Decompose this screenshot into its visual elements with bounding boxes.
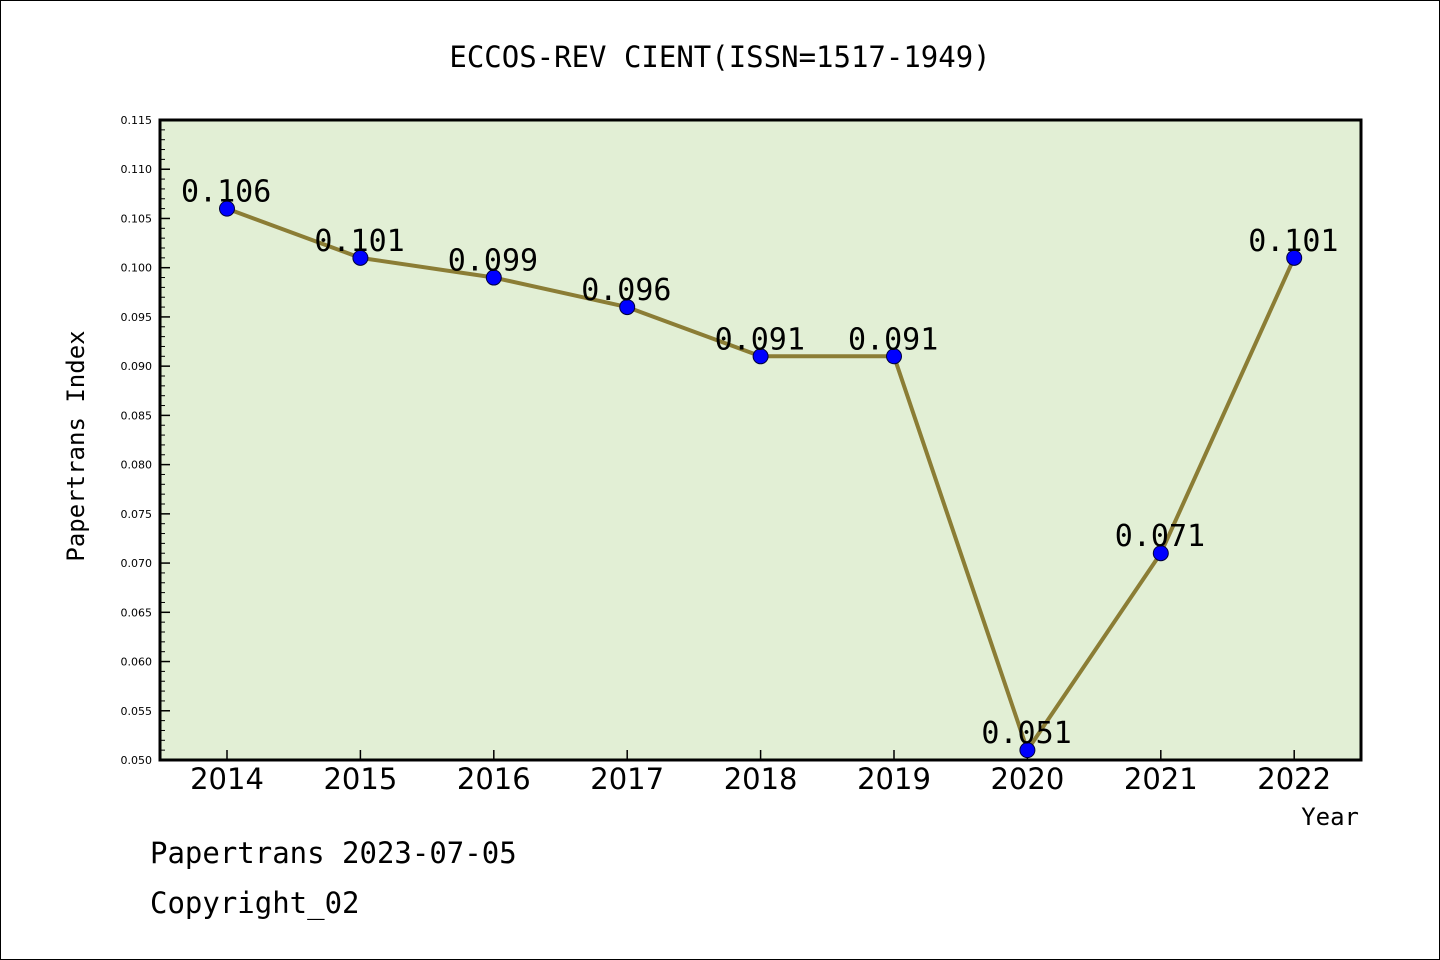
data-point (619, 299, 636, 316)
y-tick-label: 0.075 (121, 508, 153, 521)
data-point (886, 348, 902, 365)
plot-area (158, 118, 1363, 762)
footer-date: Papertrans 2023-07-05 (150, 836, 517, 870)
data-point (485, 269, 502, 286)
y-tick-label: 0.060 (121, 656, 153, 669)
y-axis-label: Papertrans Index (62, 330, 90, 561)
y-axis: 0.050 0.055 0.060 0.065 0.070 0.075 0.080 0.085… (121, 114, 170, 767)
x-tick-label: 2019 (857, 762, 931, 796)
x-tick-label: 2017 (590, 762, 664, 796)
y-tick-label: 0.065 (121, 606, 153, 619)
data-label: 0.096 (581, 273, 671, 308)
x-tick-label: 2021 (1124, 762, 1198, 796)
x-tick-label: 2015 (323, 762, 397, 796)
data-point (219, 200, 235, 217)
data-label: 0.101 (314, 224, 404, 259)
data-label: 0.051 (981, 716, 1071, 751)
x-tick-label: 2020 (990, 762, 1064, 796)
data-label: 0.091 (715, 322, 805, 357)
y-tick-label: 0.090 (121, 360, 153, 373)
data-point (352, 249, 369, 266)
data-point (1152, 545, 1169, 562)
y-tick-label: 0.050 (121, 754, 153, 767)
data-label: 0.101 (1248, 224, 1338, 259)
chart-title: ECCOS-REV CIENT(ISSN=1517-1949) (449, 40, 990, 74)
x-tick-label: 2014 (190, 762, 264, 796)
y-tick-label: 0.110 (121, 163, 153, 176)
data-labels: 0.106 0.101 0.099 0.096 0.091 0.091 0.051 0.071… (181, 175, 1339, 752)
x-axis-label: Year (1301, 803, 1359, 831)
y-tick-label: 0.095 (121, 311, 153, 324)
y-tick-label: 0.080 (121, 459, 153, 472)
data-label: 0.106 (181, 175, 271, 210)
series-markers (219, 200, 1303, 759)
data-point (1019, 742, 1036, 759)
y-tick-label: 0.100 (121, 262, 153, 275)
y-tick-label: 0.070 (121, 557, 153, 570)
y-tick-label: 0.105 (121, 212, 153, 225)
y-tick-label: 0.055 (121, 705, 153, 718)
data-label: 0.091 (848, 322, 938, 357)
y-tick-label: 0.115 (121, 114, 153, 127)
data-point (752, 348, 769, 365)
x-tick-label: 2016 (457, 762, 531, 796)
x-tick-label: 2018 (724, 762, 798, 796)
data-point (1286, 249, 1303, 266)
data-label: 0.071 (1115, 519, 1205, 554)
footer-copyright: Copyright_02 (150, 886, 360, 920)
y-tick-label: 0.085 (121, 409, 153, 422)
data-label: 0.099 (448, 244, 538, 279)
x-tick-label: 2022 (1257, 762, 1331, 796)
x-axis: 2014 2015 2016 2017 2018 2019 2020 2021 2022 (190, 750, 1331, 796)
